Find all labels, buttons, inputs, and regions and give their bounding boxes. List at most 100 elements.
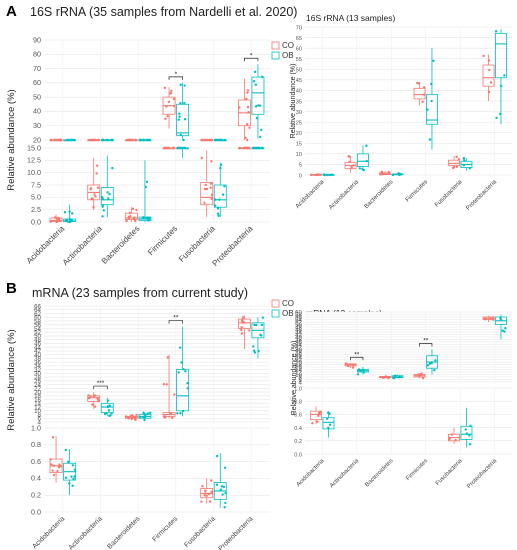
chart1-ob-proteobacteria-point [255, 146, 258, 150]
chart2-panel-ytick-label: 10 [296, 152, 302, 158]
chart3-co-bacteroidetes-point [135, 414, 138, 417]
chart3-ob-proteobacteria-point [253, 351, 257, 354]
chart3-ob-fusobacteria-point [215, 483, 219, 486]
chart4-ylabel: Relative abundance (%) [291, 341, 298, 416]
chart2-co-proteobacteria-point [487, 59, 491, 62]
chart1-co-bacteroidetes-point [133, 216, 136, 219]
chart2-ob-actinobacteria-box [357, 153, 369, 167]
chart3-co-acidobacteria-point [52, 473, 56, 477]
chart3-upper-ytick-label: 4 [38, 419, 42, 426]
chart1-ob-fusobacteria-point [213, 204, 217, 207]
chart4-significance-bracket [350, 356, 364, 361]
chart3-co-actinobacteria-point [87, 394, 90, 397]
chart2-co-proteobacteria-box [482, 64, 495, 87]
chart2-ylabel: Relative abundance (%) [290, 64, 297, 139]
chart3-ob-actinobacteria-point [107, 409, 111, 412]
chart2-panel-ytick-label: 0 [299, 173, 302, 179]
chart3-ob-proteobacteria-point [253, 323, 256, 326]
chart1-ob-actinobacteria-point [111, 166, 114, 170]
chart1-co-bacteroidetes-point [131, 207, 135, 210]
chart3-ob-acidobacteria-point [68, 482, 71, 485]
chart1-co-acidobacteria-point [49, 220, 52, 223]
chart3-title: mRNA (23 samples from current study) [32, 286, 248, 300]
chart3-ob-acidobacteria-point [64, 448, 67, 452]
chart1-co-proteobacteria-point [245, 97, 248, 101]
chart1-co-firmicutes-point [164, 146, 167, 150]
chart1-co-acidobacteria-point [57, 138, 61, 142]
chart1-ob-actinobacteria-box [100, 187, 114, 206]
chart1-ob-firmicutes-point [183, 84, 186, 87]
chart1-co-proteobacteria-point [245, 123, 249, 126]
chart1-ob-acidobacteria-point [71, 212, 74, 215]
chart1-ob-actinobacteria-point [102, 209, 106, 212]
chart2-xtick-label: Firmicutes [404, 178, 429, 203]
chart4-significance-label: ** [423, 338, 429, 345]
chart1-ob-firmicutes-point [183, 146, 187, 150]
chart1-co-fusobacteria-point [205, 187, 209, 191]
chart4-co-proteobacteria-point [491, 316, 495, 319]
chart3-ob-firmicutes-point [180, 361, 183, 364]
chart2-panel-ytick-label: 45 [296, 78, 302, 84]
chart3-lower-ytick-label: 1.0 [31, 423, 41, 432]
chart3-ob-bacteroidetes-point [143, 415, 146, 419]
chart1-ob-bacteroidetes-point [142, 216, 145, 220]
chart3-ob-fusobacteria-point [221, 493, 224, 496]
chart3-upper-ytick-label: 58 [34, 318, 41, 325]
chart4-xtick-label: Actinobacteria [329, 458, 361, 490]
chart3-co-fusobacteria-point [210, 490, 213, 493]
chart1-ob-proteobacteria-point [259, 135, 262, 139]
chart3-ob-fusobacteria-point [222, 485, 226, 489]
chart1-ob-proteobacteria-box [251, 76, 265, 115]
chart1-co-bacteroidetes-point [125, 219, 128, 223]
chart1-ob-actinobacteria-point [110, 138, 113, 142]
chart4-co-proteobacteria-point [492, 318, 495, 321]
chart1-co-bacteroidetes-point [134, 138, 137, 142]
chart3-upper-ytick-label: 60 [34, 315, 41, 322]
chart1-significance-bracket [244, 57, 259, 62]
chart1-ob-actinobacteria-point [101, 196, 104, 199]
chart3-upper-ytick-label: 26 [34, 378, 41, 385]
chart1-ob-fusobacteria-point [219, 163, 223, 166]
chart3-ob-actinobacteria-point [109, 414, 112, 417]
chart1-co-actinobacteria-point [90, 138, 93, 142]
chart1-ob-firmicutes-point [177, 118, 180, 121]
chart1-ob-acidobacteria-point [72, 138, 75, 142]
chart1-co-bacteroidetes-point [127, 216, 130, 220]
chart2-xtick-label: Fusobacteria [433, 178, 464, 209]
chart3-upper-ytick-label: 14 [34, 401, 41, 408]
chart2-co-proteobacteria-point [489, 81, 493, 84]
chart3-co-acidobacteria-point [57, 466, 61, 469]
chart2-ob-actinobacteria-point [365, 159, 368, 163]
chart1-co-firmicutes-point [163, 86, 167, 90]
chart4-ob-acidobacteria-point [328, 423, 332, 426]
chart1-significance-label: * [250, 52, 253, 59]
chart1-co-actinobacteria-point [95, 172, 98, 175]
chart1-upper-ytick-label: 30 [33, 121, 41, 130]
chart1-co-fusobacteria-point [210, 138, 213, 142]
chart1-co-proteobacteria-point [244, 146, 247, 150]
chart4-ob-proteobacteria-point [503, 330, 506, 333]
chart1-ob-fusobacteria-point [216, 207, 220, 210]
chart1-co-bacteroidetes-point [129, 138, 133, 142]
chart3-upper-ytick-label: 48 [34, 337, 41, 344]
chart1-ob-proteobacteria-point [254, 83, 258, 86]
chart4-upper-ytick-label: 42 [295, 332, 302, 339]
chart2-panel-ytick-label: 50 [296, 68, 302, 74]
chart4-upper-ytick-label: 24 [295, 354, 302, 361]
chart4-ob-fusobacteria-point [468, 434, 471, 437]
chart3-lower-ytick-label: 0.0 [31, 507, 41, 516]
chart2-ob-firmicutes-point [432, 59, 435, 62]
chart4-ob-actinobacteria-point [359, 369, 362, 373]
chart3-co-fusobacteria-point [207, 492, 211, 496]
chart3-xtick-label: Bacteroidetes [106, 515, 142, 550]
chart3-ob-firmicutes-point [177, 371, 180, 374]
chart4-ob-acidobacteria-point [325, 417, 329, 420]
chart1-ob-proteobacteria-point [258, 104, 262, 107]
chart1-ob-acidobacteria-point [65, 138, 69, 142]
chart1-ob-acidobacteria-point [68, 218, 72, 221]
chart1-co-fusobacteria-point [204, 183, 207, 187]
chart4-ob-actinobacteria-point [361, 368, 365, 371]
chart1-ob-firmicutes-point [183, 117, 187, 121]
chart4-co-fusobacteria-point [454, 438, 457, 442]
